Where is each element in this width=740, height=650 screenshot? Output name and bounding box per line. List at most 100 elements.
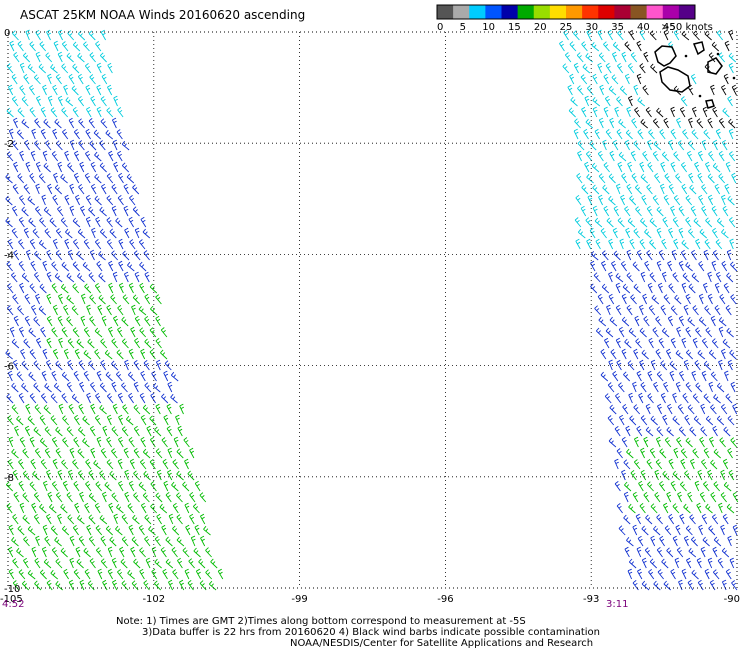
wind-barb (128, 282, 134, 294)
wind-barb (646, 139, 652, 151)
wind-barb (51, 481, 59, 492)
wind-barb (724, 183, 730, 195)
wind-barb (723, 426, 731, 437)
wind-barb (148, 525, 156, 536)
wind-barb (168, 579, 173, 591)
wind-barb (104, 481, 112, 492)
wind-barb (140, 216, 147, 228)
wind-barb (630, 294, 637, 305)
wind-barb (11, 448, 19, 459)
wind-barb (656, 107, 664, 118)
wind-barb (5, 195, 13, 206)
wind-barb (107, 62, 113, 74)
wind-barb (624, 206, 631, 217)
wind-barb (595, 327, 604, 338)
wind-barb (657, 569, 664, 580)
wind-barb (701, 459, 708, 470)
wind-barb (17, 107, 25, 118)
wind-barb (718, 118, 725, 129)
wind-barb (635, 513, 641, 525)
wind-barb (654, 173, 661, 184)
wind-barb (61, 393, 68, 404)
wind-barb (646, 458, 653, 470)
wind-barb (725, 161, 731, 173)
wind-barb (589, 140, 597, 151)
wind-barb (18, 392, 25, 404)
wind-barb (172, 502, 179, 514)
wind-barb (100, 447, 107, 459)
wind-barb (99, 52, 107, 63)
wind-barb (627, 360, 635, 371)
wind-barb (46, 29, 51, 41)
wind-barb (674, 557, 680, 569)
wind-barb (662, 470, 670, 481)
wind-barb (39, 415, 46, 426)
wind-barb (76, 250, 84, 261)
wind-barb (7, 459, 14, 470)
wind-barb (12, 558, 19, 569)
wind-barb (55, 492, 63, 503)
wind-barb (727, 195, 735, 206)
wind-barb (629, 415, 637, 426)
wind-barb (111, 117, 117, 129)
wind-barb (659, 481, 666, 492)
wind-barb (653, 580, 661, 591)
wind-barb (612, 139, 619, 151)
wind-barb (592, 184, 600, 195)
wind-barb (666, 426, 674, 437)
wind-barb (719, 437, 726, 448)
wind-barb (603, 205, 610, 217)
wind-barb (718, 150, 725, 162)
wind-barb (727, 415, 735, 426)
wind-barb (723, 73, 729, 85)
wind-barb (45, 52, 53, 63)
wind-barb (30, 458, 37, 470)
wind-barb (581, 184, 589, 195)
wind-barb (710, 459, 718, 470)
wind-barb (199, 492, 207, 503)
wind-barb (562, 63, 570, 74)
wind-barb (21, 119, 30, 129)
wind-barb (609, 150, 615, 162)
wind-barb (52, 84, 58, 96)
wind-barb (108, 260, 114, 272)
wind-barb (189, 447, 195, 459)
wind-barb (663, 381, 669, 393)
wind-barb (46, 513, 52, 525)
wind-barb (658, 338, 665, 349)
wind-barb (18, 261, 25, 272)
wind-barb (728, 151, 736, 162)
wind-barb (694, 161, 700, 173)
wind-barb (144, 514, 152, 525)
wind-barb (721, 579, 727, 591)
wind-barb (76, 338, 84, 349)
wind-barb (605, 327, 614, 338)
wind-barb (150, 481, 157, 492)
wind-barb (628, 503, 636, 514)
wind-barb (55, 558, 63, 569)
wind-barb (686, 557, 692, 569)
wind-barb (664, 525, 672, 536)
wind-barb (624, 73, 630, 85)
wind-barb (132, 206, 140, 217)
wind-barb (115, 217, 123, 228)
wind-barb (121, 338, 129, 349)
wind-barb (727, 447, 733, 459)
wind-barb (626, 448, 634, 459)
wind-barb (729, 238, 734, 250)
wind-barb (128, 216, 134, 228)
wind-barb (598, 316, 607, 327)
wind-barb (11, 96, 19, 107)
wind-barb (138, 306, 147, 316)
wind-barb (604, 337, 610, 349)
wind-barb (144, 293, 151, 305)
wind-barb (184, 568, 190, 580)
wind-barb (42, 260, 48, 272)
longitude-label: -99 (291, 594, 307, 605)
wind-barb (655, 436, 661, 448)
wind-barb (669, 370, 675, 382)
wind-barb (577, 140, 585, 151)
wind-barb (670, 568, 676, 580)
wind-barb (71, 393, 80, 404)
wind-barb (653, 381, 659, 393)
